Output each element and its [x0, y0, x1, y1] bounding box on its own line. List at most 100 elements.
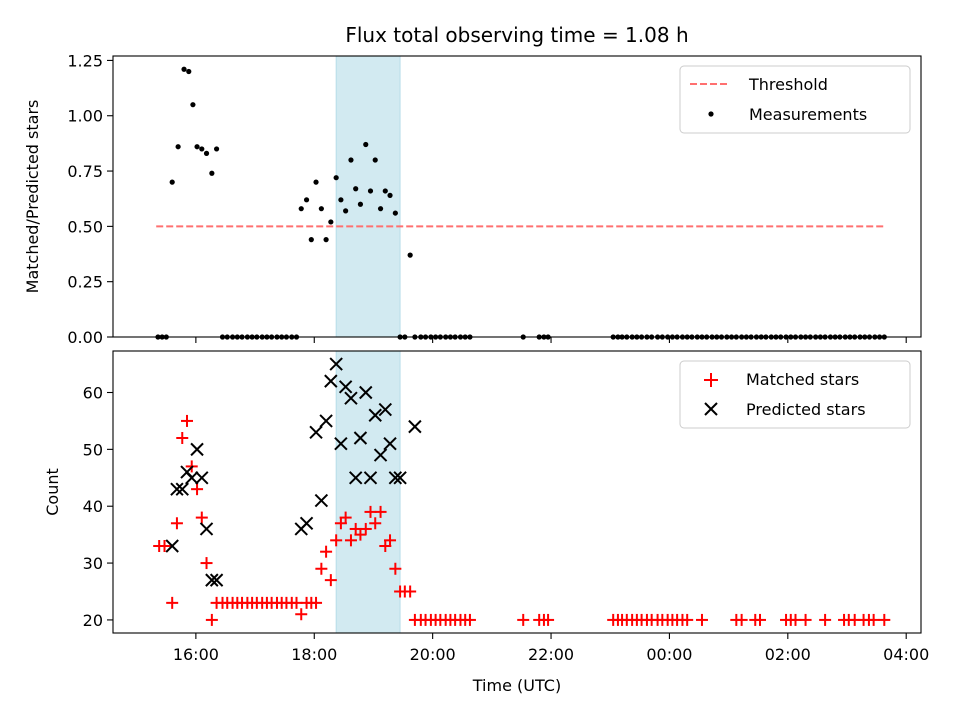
measurement-point — [392, 210, 398, 216]
matched-star-point — [695, 613, 708, 626]
matched-star-point — [374, 505, 387, 518]
matched-star-point — [344, 534, 357, 547]
top-y-tick-label: 0.00 — [67, 328, 103, 347]
predicted-star-point — [348, 471, 363, 485]
measurement-point — [169, 179, 175, 185]
predicted-stars-legend-label: Predicted stars — [746, 400, 866, 419]
measurement-point — [175, 144, 181, 150]
bottom-legend-box — [679, 360, 911, 429]
top-x-ticks — [195, 337, 907, 343]
x-tick-label: 18:00 — [291, 645, 337, 664]
predicted-star-point — [329, 357, 343, 371]
top-y-tick-label: 0.50 — [67, 217, 103, 236]
predicted-star-point — [373, 448, 388, 462]
chart-title: Flux total observing time = 1.08 h — [345, 23, 688, 47]
bottom-panel: 20 30 40 50 60 16:00 18:00 20:00 22:00 00:00 02:0… — [43, 350, 929, 695]
bottom-y-tick-label: 40 — [83, 497, 103, 516]
bottom-y-axis: 20 30 40 50 60 — [83, 384, 113, 630]
top-y-axis: 0.00 0.25 0.50 0.75 1.00 1.25 — [67, 51, 113, 347]
x-tick-label: 04:00 — [883, 645, 929, 664]
matched-stars-legend-label: Matched stars — [746, 370, 859, 389]
matched-star-point — [753, 613, 766, 626]
measurement-point — [343, 208, 349, 214]
bottom-y-axis-label: Count — [43, 468, 62, 516]
matched-star-point — [310, 596, 323, 609]
matched-star-point — [384, 534, 397, 547]
matched-star-point — [339, 511, 352, 524]
measurement-point — [382, 188, 388, 194]
measurement-point — [181, 66, 187, 72]
measurement-point — [186, 68, 192, 75]
top-legend: Threshold Measurements — [679, 65, 911, 134]
measurement-point — [367, 188, 374, 194]
bottom-axes-frame — [112, 350, 922, 634]
matched-star-point — [404, 585, 417, 598]
matched-stars-series — [153, 414, 891, 626]
top-panel: 0.00 0.25 0.50 0.75 1.00 1.25 Matched/Predict… — [23, 51, 922, 347]
measurement-point — [190, 102, 196, 108]
measurement-point — [303, 197, 310, 203]
predicted-star-point — [185, 471, 199, 485]
measurement-point — [338, 197, 344, 203]
matched-star-point — [290, 596, 303, 609]
matched-star-point — [681, 613, 694, 626]
measurement-point — [407, 252, 413, 258]
predicted-star-point — [205, 573, 219, 587]
matched-star-point — [389, 562, 402, 575]
matched-star-point — [463, 613, 476, 626]
measurements-legend-swatch — [708, 111, 714, 117]
measurement-point — [318, 206, 324, 212]
measurement-point — [213, 146, 220, 152]
measurement-point — [387, 192, 393, 198]
predicted-stars-legend-swatch — [704, 402, 718, 416]
matched-star-point — [324, 574, 337, 587]
predicted-star-point — [165, 539, 179, 553]
predicted-star-point — [359, 385, 373, 400]
predicted-star-point — [368, 408, 382, 422]
matched-star-point — [191, 483, 204, 496]
matched-star-point — [170, 517, 183, 530]
bottom-y-tick-label: 20 — [83, 611, 103, 630]
matched-star-point — [295, 608, 308, 621]
predicted-star-point — [309, 425, 323, 440]
matched-star-point — [819, 613, 832, 626]
predicted-star-point — [195, 471, 209, 485]
measurement-point — [357, 201, 364, 207]
top-axes-frame — [112, 55, 922, 338]
matched-star-point — [315, 562, 328, 575]
predicted-star-point — [408, 419, 422, 434]
matched-star-point — [542, 613, 555, 626]
top-y-axis-label: Matched/Predicted stars — [23, 100, 42, 294]
top-y-tick-label: 0.75 — [67, 162, 103, 181]
x-tick-label: 20:00 — [410, 645, 456, 664]
measurement-point — [353, 186, 359, 192]
matched-star-point — [735, 613, 748, 626]
predicted-star-point — [334, 436, 348, 451]
measurement-point — [313, 179, 319, 185]
measurement-point — [377, 206, 384, 212]
matched-star-point — [364, 505, 377, 518]
predicted-star-point — [388, 471, 403, 485]
predicted-star-point — [175, 482, 189, 496]
matched-star-point — [878, 613, 891, 626]
measurement-point — [372, 157, 378, 163]
matched-star-point — [354, 528, 367, 541]
x-axis-label: Time (UTC) — [472, 676, 561, 695]
x-tick-label: 02:00 — [765, 645, 811, 664]
measurement-point — [323, 237, 329, 243]
predicted-star-point — [363, 471, 378, 485]
matched-star-point — [200, 557, 213, 570]
matched-star-point — [320, 545, 333, 558]
predicted-star-point — [314, 493, 329, 508]
matched-star-point — [205, 613, 218, 626]
bottom-y-tick-label: 60 — [83, 384, 103, 403]
measurement-point — [209, 170, 215, 176]
x-axis: 16:00 18:00 20:00 22:00 00:00 02:00 04:00 — [173, 633, 929, 664]
matched-star-point — [789, 613, 802, 626]
matched-star-point — [166, 596, 179, 609]
predicted-star-point — [199, 522, 214, 536]
bottom-legend: Matched stars Predicted stars — [679, 360, 911, 429]
measurements-legend-label: Measurements — [749, 105, 867, 124]
predicted-star-point — [190, 442, 204, 457]
measurement-point — [199, 146, 205, 152]
